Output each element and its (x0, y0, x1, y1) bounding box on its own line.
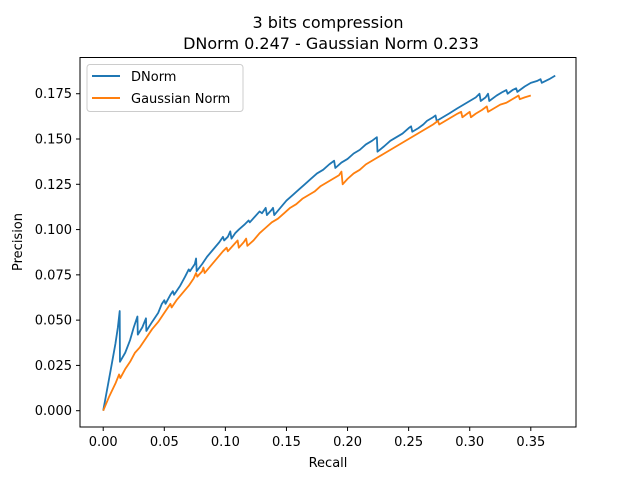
series-layer (102, 74, 556, 412)
y-tick-label: 0.025 (35, 359, 72, 374)
plot-frame (79, 57, 577, 428)
chart-title-line-1: 3 bits compression (252, 13, 403, 32)
y-tick-label: 0.125 (35, 178, 72, 193)
y-tick-label: 0.175 (35, 87, 72, 102)
y-tick-label: 0.050 (35, 314, 72, 329)
legend-label-gaussian-norm: Gaussian Norm (131, 92, 230, 107)
legend-label-dnorm: DNorm (131, 70, 176, 85)
x-tick-label: 0.20 (333, 435, 362, 450)
x-tick-label: 0.35 (516, 435, 545, 450)
x-tick-label: 0.10 (211, 435, 240, 450)
legend: DNorm Gaussian Norm (86, 64, 244, 112)
x-axis: 0.00 0.05 0.10 0.15 0.20 0.25 0.30 0.35 (89, 427, 545, 450)
y-tick-label: 0.000 (35, 404, 72, 419)
chart-title-line-2: DNorm 0.247 - Gaussian Norm 0.233 (183, 34, 479, 53)
y-axis-label: Precision (11, 213, 26, 271)
y-tick-label: 0.100 (35, 223, 72, 238)
x-tick-label: 0.15 (272, 435, 301, 450)
y-tick-label: 0.150 (35, 133, 72, 148)
x-axis-label: Recall (309, 456, 348, 471)
x-tick-label: 0.30 (455, 435, 484, 450)
series-line-gaussian-norm (102, 94, 532, 412)
x-tick-label: 0.00 (89, 435, 118, 450)
y-axis: 0.000 0.025 0.050 0.075 0.100 0.125 0.150 0.175 (35, 87, 80, 419)
x-tick-label: 0.05 (150, 435, 179, 450)
series-line-dnorm (102, 74, 556, 411)
x-tick-label: 0.25 (394, 435, 423, 450)
legend-box (86, 64, 244, 112)
y-tick-label: 0.075 (35, 268, 72, 283)
